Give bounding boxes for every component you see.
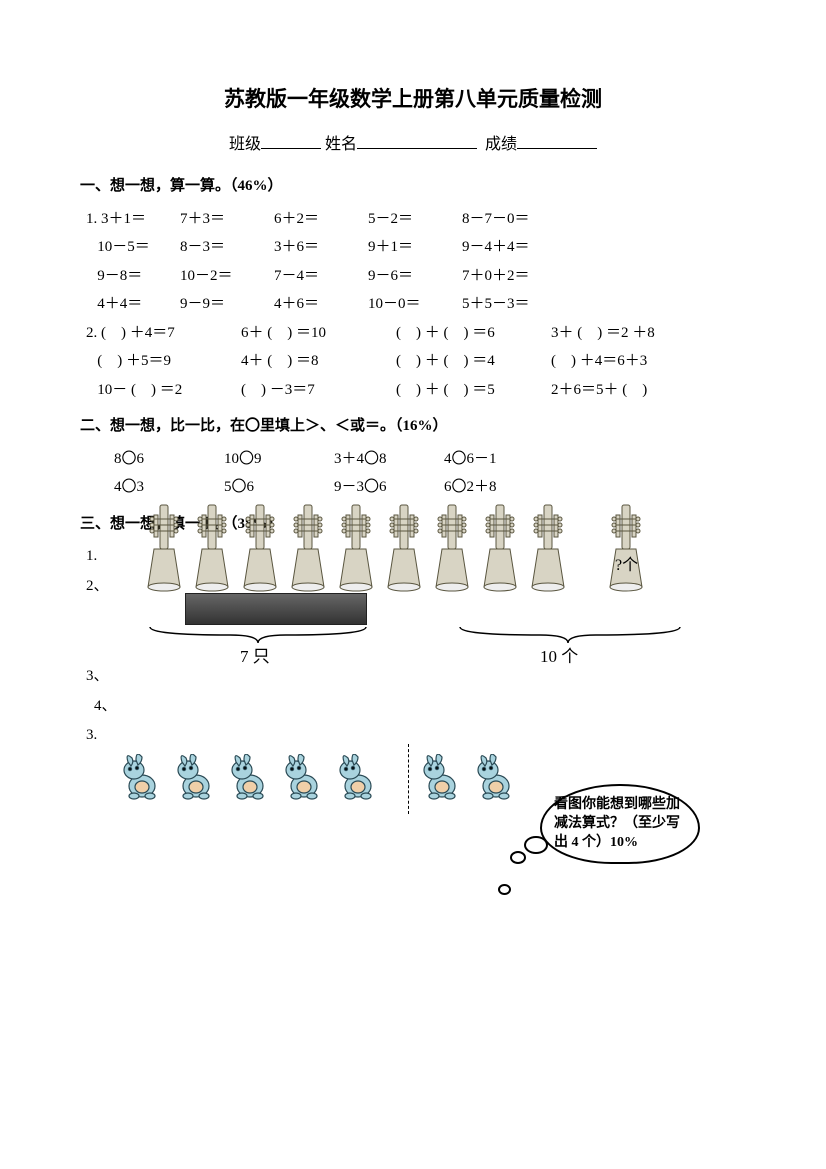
dashed-separator xyxy=(408,744,409,814)
q1-cell: 1. 3＋1＝ xyxy=(86,205,180,234)
rabbit-icon xyxy=(174,754,218,813)
rabbit-figure: 看图你能想到哪些加减法算式？（至少写出 4 个）10% xyxy=(120,754,746,914)
trumpet-icon xyxy=(380,501,426,593)
section2-heading: 二、想一想，比一比，在〇里填上＞、＜或＝。（16%） xyxy=(80,412,746,441)
trumpet-icon xyxy=(428,501,474,593)
rabbit-icon xyxy=(120,754,164,813)
trumpet-icon xyxy=(188,501,234,593)
brace-right-label: 10 个 xyxy=(540,641,578,673)
rabbit-icon xyxy=(228,754,272,813)
q2-block: 2. ( ) ＋4＝76＋ ( ) ＝10( ) ＋ ( ) ＝63＋ ( ) … xyxy=(80,319,746,405)
trumpet-icon xyxy=(284,501,330,593)
q1-block: 1. 3＋1＝7＋3＝6＋2＝5－2＝8－7－0＝ 10－5＝8－3＝3＋6＝9… xyxy=(80,205,746,319)
trumpet-icon xyxy=(524,501,570,593)
house-shadow-icon xyxy=(185,593,367,625)
rabbit-icon xyxy=(420,754,464,813)
question-mark-label: ?个 xyxy=(615,551,638,581)
page-title: 苏教版一年级数学上册第八单元质量检测 xyxy=(80,80,746,120)
rabbit-icon xyxy=(336,754,380,813)
thought-bubble: 看图你能想到哪些加减法算式？（至少写出 4 个）10% xyxy=(540,784,700,865)
rabbit-icon xyxy=(474,754,518,813)
brace-icon xyxy=(140,625,700,647)
rabbit-icon xyxy=(282,754,326,813)
trumpet-icon xyxy=(236,501,282,593)
thought-bubble-small-icon xyxy=(498,884,511,895)
compare-block: 8〇610〇93＋4〇84〇6－1 4〇35〇69－3〇66〇2＋8 xyxy=(108,445,746,502)
class-label: 班级 xyxy=(229,136,261,153)
section1-heading: 一、想一想，算一算。（46%） xyxy=(80,172,746,201)
q3-numlist2: 3、 4、 3. xyxy=(80,662,746,750)
trumpet-figure: ?个 7 只 10 个 xyxy=(140,501,746,661)
thought-text: 看图你能想到哪些加减法算式？（至少写出 4 个）10% xyxy=(540,784,700,865)
info-line: 班级 姓名 成绩 xyxy=(80,130,746,160)
trumpet-icon xyxy=(332,501,378,593)
trumpet-icon xyxy=(140,501,186,593)
trumpet-icon xyxy=(476,501,522,593)
name-label: 姓名 xyxy=(325,136,357,153)
brace-left-label: 7 只 xyxy=(240,641,270,673)
score-label: 成绩 xyxy=(485,136,517,153)
